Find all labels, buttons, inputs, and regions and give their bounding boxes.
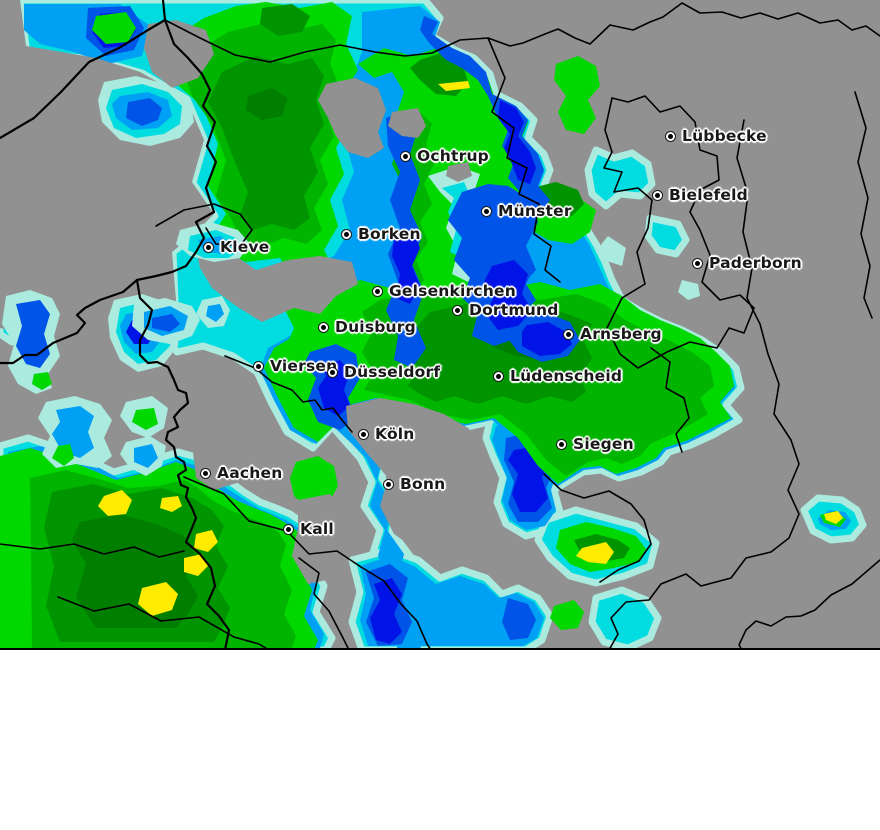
footer-panel: Sim. max. Radarreflektivität (in dbZ) Do… <box>0 650 880 830</box>
city-dot-icon <box>652 189 663 201</box>
city-label: Kleve <box>220 238 270 256</box>
city-dot-icon <box>563 328 574 340</box>
city-label: Bonn <box>400 475 446 493</box>
city-dot-icon <box>203 241 214 253</box>
map-bottom-edge <box>0 648 880 650</box>
dark-green-cores <box>30 4 714 648</box>
city-marker: Paderborn <box>692 254 802 272</box>
city-label: Bielefeld <box>669 186 748 204</box>
city-marker: Aachen <box>200 464 282 482</box>
city-label: Lüdenscheid <box>510 367 623 385</box>
city-dot-icon <box>452 304 463 316</box>
city-dot-icon <box>253 360 264 372</box>
city-marker: Ochtrup <box>400 147 489 165</box>
city-label: Siegen <box>573 435 634 453</box>
city-marker: Viersen <box>253 357 337 375</box>
city-label: Düsseldorf <box>344 363 441 381</box>
city-marker: Kleve <box>203 238 269 256</box>
blue-overlays <box>304 16 580 430</box>
city-dot-icon <box>692 257 703 269</box>
city-marker: Lüdenscheid <box>493 367 622 385</box>
city-label: Arnsberg <box>580 325 662 343</box>
city-label: Köln <box>375 425 415 443</box>
city-dot-icon <box>493 370 504 382</box>
city-label: Gelsenkirchen <box>389 282 516 300</box>
city-marker: Lübbecke <box>665 127 767 145</box>
city-marker: Borken <box>341 225 421 243</box>
radar-map: Ochtrup Münster Lübbecke Bielefeld Paderborn… <box>0 0 880 650</box>
city-marker: Bonn <box>383 475 445 493</box>
city-dot-icon <box>318 321 329 333</box>
city-marker: Gelsenkirchen <box>372 282 516 300</box>
city-label: Ochtrup <box>417 147 489 165</box>
city-dot-icon <box>383 478 394 490</box>
city-label: Viersen <box>270 357 338 375</box>
city-label: Münster <box>498 202 572 220</box>
state-borders <box>0 0 880 650</box>
city-dot-icon <box>400 150 411 162</box>
city-marker: Kall <box>283 520 334 538</box>
city-dot-icon <box>283 523 294 535</box>
city-label: Paderborn <box>709 254 802 272</box>
city-dot-icon <box>200 467 211 479</box>
city-dot-icon <box>341 228 352 240</box>
city-marker: Köln <box>358 425 415 443</box>
city-marker: Bielefeld <box>652 186 748 204</box>
city-dot-icon <box>556 438 567 450</box>
city-label: Borken <box>358 225 421 243</box>
city-marker: Arnsberg <box>563 325 662 343</box>
city-label: Aachen <box>217 464 283 482</box>
city-marker: Siegen <box>556 435 634 453</box>
city-marker: Dortmund <box>452 301 558 319</box>
city-marker: Duisburg <box>318 318 416 336</box>
radar-map-svg <box>0 0 880 650</box>
city-dot-icon <box>358 428 369 440</box>
city-marker: Münster <box>481 202 572 220</box>
city-dot-icon <box>327 366 338 378</box>
city-label: Duisburg <box>335 318 416 336</box>
city-label: Kall <box>300 520 334 538</box>
city-dot-icon <box>372 285 383 297</box>
city-dot-icon <box>665 130 676 142</box>
city-label: Lübbecke <box>682 127 767 145</box>
city-marker: Düsseldorf <box>327 363 440 381</box>
city-dot-icon <box>481 205 492 217</box>
city-label: Dortmund <box>469 301 559 319</box>
